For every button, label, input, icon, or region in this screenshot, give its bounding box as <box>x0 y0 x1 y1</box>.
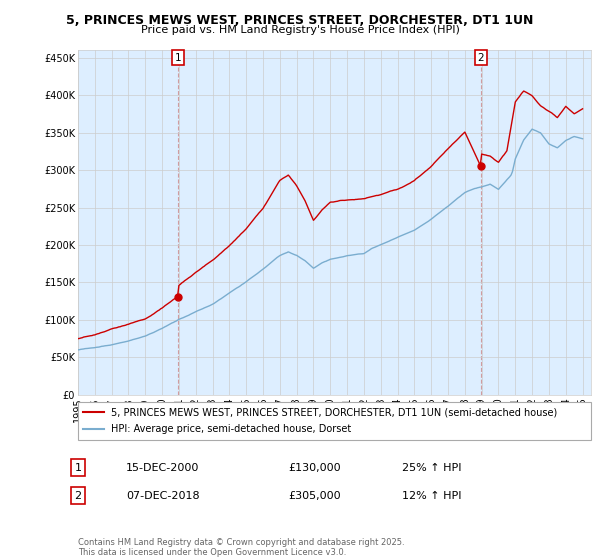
Text: 1: 1 <box>74 463 82 473</box>
Text: 5, PRINCES MEWS WEST, PRINCES STREET, DORCHESTER, DT1 1UN: 5, PRINCES MEWS WEST, PRINCES STREET, DO… <box>67 14 533 27</box>
Text: 15-DEC-2000: 15-DEC-2000 <box>126 463 199 473</box>
Text: 25% ↑ HPI: 25% ↑ HPI <box>402 463 461 473</box>
Text: 2: 2 <box>74 491 82 501</box>
Text: HPI: Average price, semi-detached house, Dorset: HPI: Average price, semi-detached house,… <box>112 424 352 434</box>
Text: £305,000: £305,000 <box>288 491 341 501</box>
Text: 5, PRINCES MEWS WEST, PRINCES STREET, DORCHESTER, DT1 1UN (semi-detached house): 5, PRINCES MEWS WEST, PRINCES STREET, DO… <box>112 407 557 417</box>
Text: 12% ↑ HPI: 12% ↑ HPI <box>402 491 461 501</box>
Text: Price paid vs. HM Land Registry's House Price Index (HPI): Price paid vs. HM Land Registry's House … <box>140 25 460 35</box>
Text: 2: 2 <box>478 53 484 63</box>
FancyBboxPatch shape <box>78 402 591 440</box>
Text: 07-DEC-2018: 07-DEC-2018 <box>126 491 200 501</box>
Text: £130,000: £130,000 <box>288 463 341 473</box>
Text: 1: 1 <box>175 53 182 63</box>
Text: Contains HM Land Registry data © Crown copyright and database right 2025.
This d: Contains HM Land Registry data © Crown c… <box>78 538 404 557</box>
